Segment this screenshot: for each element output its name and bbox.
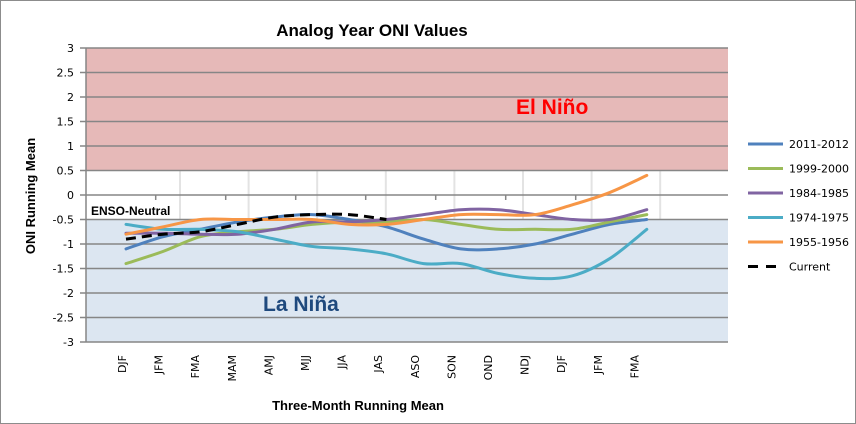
series-line-2011-2012 bbox=[124, 213, 649, 252]
region-labels: El Niño ENSO-Neutral La Niña bbox=[91, 96, 588, 316]
x-tick-label: SON bbox=[445, 355, 458, 379]
y-tick-label: 3 bbox=[67, 42, 74, 55]
y-tick-label: 2.5 bbox=[57, 67, 75, 80]
x-tick-label: JFM bbox=[592, 355, 605, 375]
x-tick-label: ASO bbox=[409, 355, 422, 379]
legend-label: Current bbox=[789, 261, 831, 274]
x-tick-label: JJA bbox=[336, 355, 349, 370]
series-lines bbox=[124, 173, 649, 281]
enso-neutral-label: ENSO-Neutral bbox=[91, 204, 170, 218]
series-line-1955-1956 bbox=[124, 173, 649, 236]
x-tick-label: AMJ bbox=[262, 355, 275, 375]
legend: 2011-2012 1999-2000 1984-1985 1974-1975 1955… bbox=[748, 138, 849, 274]
y-tick-label: 0 bbox=[67, 189, 74, 202]
y-tick-label: -1 bbox=[63, 238, 74, 251]
y-axis-title: ONI Running Mean bbox=[23, 138, 38, 254]
y-tick-label: -1.5 bbox=[53, 263, 74, 276]
legend-label: 1955-1956 bbox=[789, 236, 849, 249]
x-tick-label: MJJ bbox=[299, 355, 312, 371]
region-la-ni-a bbox=[86, 219, 728, 342]
y-tick-label: 1 bbox=[67, 140, 74, 153]
y-tick-label: -3 bbox=[63, 336, 74, 349]
el-nino-label: El Niño bbox=[516, 96, 588, 119]
legend-label: 1974-1975 bbox=[789, 212, 849, 225]
y-tick-label: -2.5 bbox=[53, 312, 74, 325]
legend-label: 1999-2000 bbox=[789, 163, 849, 176]
y-axis-ticks: 3 2.5 2 1.5 1 0.5 0 -0.5 -1 -1.5 -2 -2.5 -3 bbox=[53, 42, 74, 349]
legend-label: 1984-1985 bbox=[789, 187, 849, 200]
x-tick-label: NDJ bbox=[519, 355, 532, 375]
x-tick-label: MAM bbox=[226, 355, 239, 382]
x-tick-label: JAS bbox=[372, 355, 385, 374]
x-tick-label: OND bbox=[482, 355, 495, 380]
x-tick-label: DJF bbox=[116, 355, 129, 373]
legend-label: 2011-2012 bbox=[789, 138, 849, 151]
y-tick-label: 1.5 bbox=[57, 116, 75, 129]
x-tick-label: FMA bbox=[628, 355, 641, 379]
region-el-ni-o bbox=[86, 48, 728, 171]
chart-title: Analog Year ONI Values bbox=[276, 21, 468, 40]
x-tick-label: FMA bbox=[189, 355, 202, 379]
x-tick-label: DJF bbox=[555, 355, 568, 373]
regions bbox=[86, 48, 728, 342]
y-tick-label: 2 bbox=[67, 91, 74, 104]
y-tick-label: 0.5 bbox=[57, 165, 75, 178]
x-axis-ticks: DJF JFM FMA MAM AMJ MJJ JJA JAS ASO SON OND NDJ DJF J… bbox=[116, 195, 641, 382]
y-tick-label: -2 bbox=[63, 287, 74, 300]
series-line-current bbox=[125, 212, 387, 241]
y-tick-label: -0.5 bbox=[53, 214, 74, 227]
x-axis-title: Three-Month Running Mean bbox=[272, 398, 444, 413]
la-nina-label: La Niña bbox=[263, 293, 339, 316]
x-tick-label: JFM bbox=[153, 355, 166, 375]
